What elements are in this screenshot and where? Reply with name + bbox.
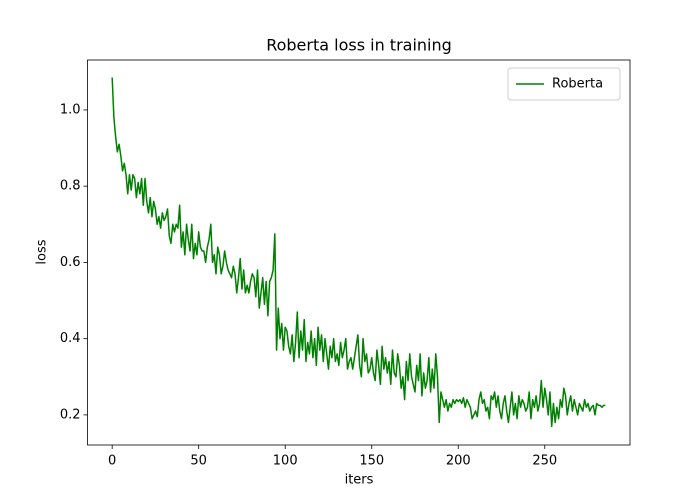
y-tick-label: 0.4 [60, 331, 81, 346]
y-axis-label: loss [35, 239, 50, 264]
x-tick-label: 250 [532, 454, 557, 469]
x-tick-label: 50 [190, 454, 207, 469]
x-tick-label: 150 [359, 454, 384, 469]
chart-title: Roberta loss in training [266, 36, 452, 55]
y-tick-label: 1.0 [60, 102, 81, 117]
data-line [111, 77, 606, 428]
x-axis-label: iters [345, 473, 374, 488]
y-tick-label: 0.8 [60, 179, 81, 194]
y-tick-label: 0.2 [60, 407, 81, 422]
plot-frame [87, 59, 631, 446]
x-tick-label: 0 [108, 454, 116, 469]
y-tick-label: 0.6 [60, 255, 81, 270]
x-tick-label: 200 [446, 454, 471, 469]
legend-box [507, 67, 621, 101]
legend-label: Roberta [552, 77, 603, 92]
x-tick-label: 100 [273, 454, 298, 469]
